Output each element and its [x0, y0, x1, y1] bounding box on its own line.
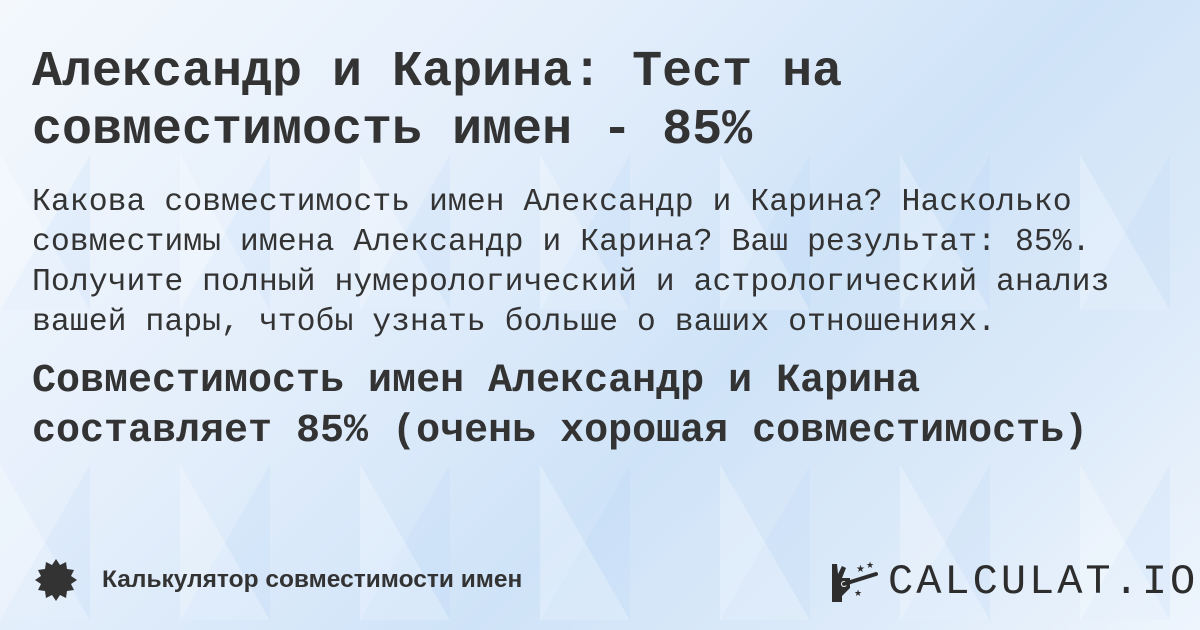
calculator-link[interactable]: Калькулятор совместимости имен: [34, 558, 522, 602]
calculator-name: Калькулятор совместимости имен: [102, 566, 523, 593]
svg-text:★: ★: [854, 588, 862, 598]
logo-text: CALCULAT.IO: [888, 558, 1199, 606]
calculat-logo[interactable]: ★ ★ ★ CALCULAT.IO: [828, 558, 1198, 606]
svg-text:★: ★: [866, 560, 874, 570]
result-heading: Совместимость имен Александр и Карина со…: [32, 359, 1089, 454]
description: Какова совместимость имен Александр и Ка…: [32, 185, 1110, 340]
svg-text:★: ★: [856, 564, 865, 575]
badge-icon: [35, 559, 77, 601]
page-title: Александр и Карина: Тест на совместимост…: [32, 44, 843, 159]
magic-hand-icon: ★ ★ ★: [832, 560, 878, 602]
